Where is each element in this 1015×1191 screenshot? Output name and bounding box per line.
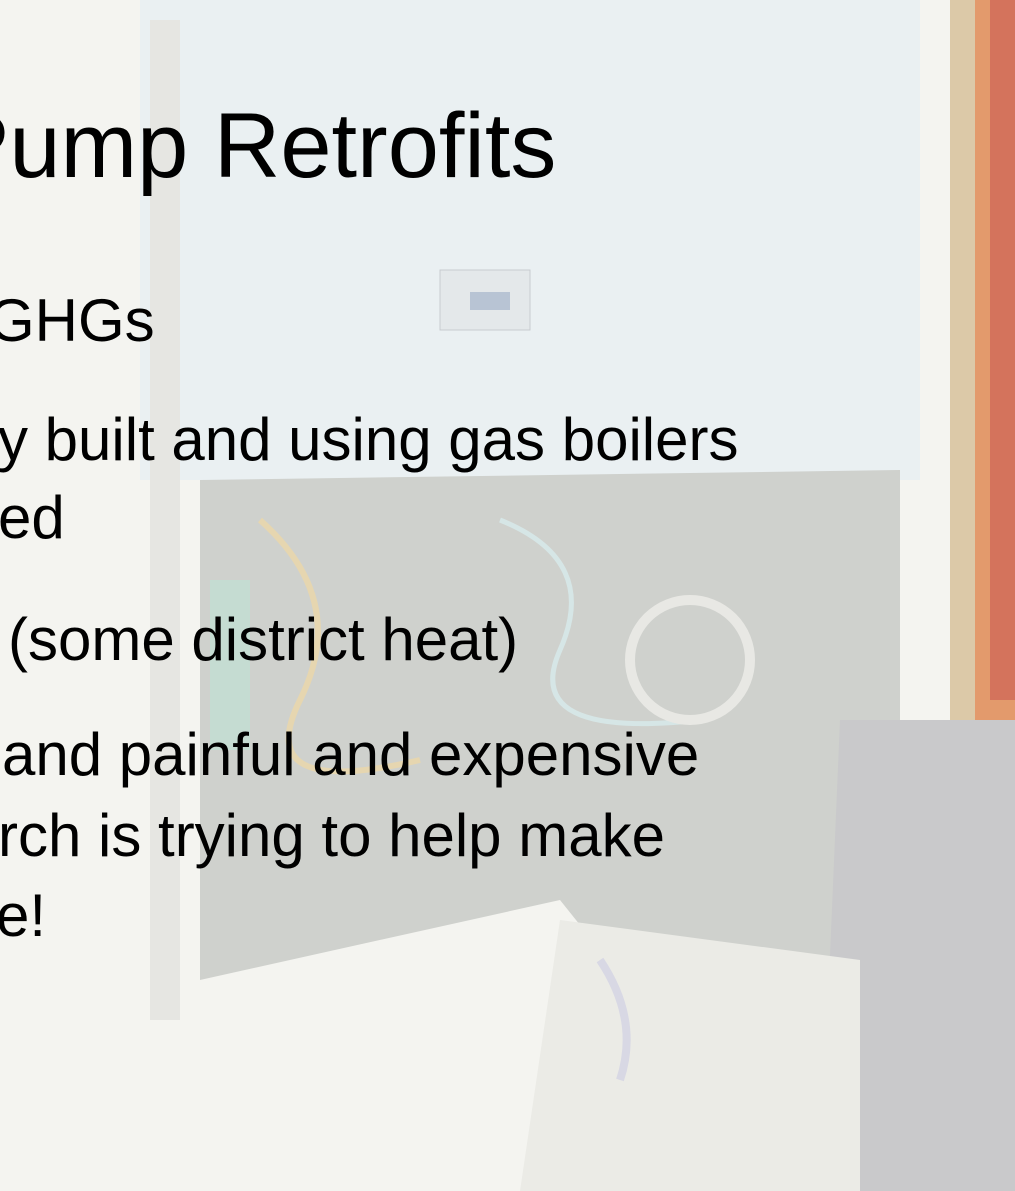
bullet-line: (some district heat)	[8, 610, 518, 670]
bullet-line: e!	[0, 886, 46, 946]
slide-title: Pump Retrofits	[0, 100, 556, 192]
bullet-line: rch is trying to help make	[0, 806, 665, 866]
slide: Pump Retrofits GHGs y built and using ga…	[0, 0, 1015, 1191]
bullet-line: and painful and expensive	[2, 725, 699, 785]
bullet-line: ed	[0, 488, 65, 548]
bullet-line: GHGs	[0, 291, 155, 351]
bullet-line: y built and using gas boilers	[0, 410, 738, 470]
